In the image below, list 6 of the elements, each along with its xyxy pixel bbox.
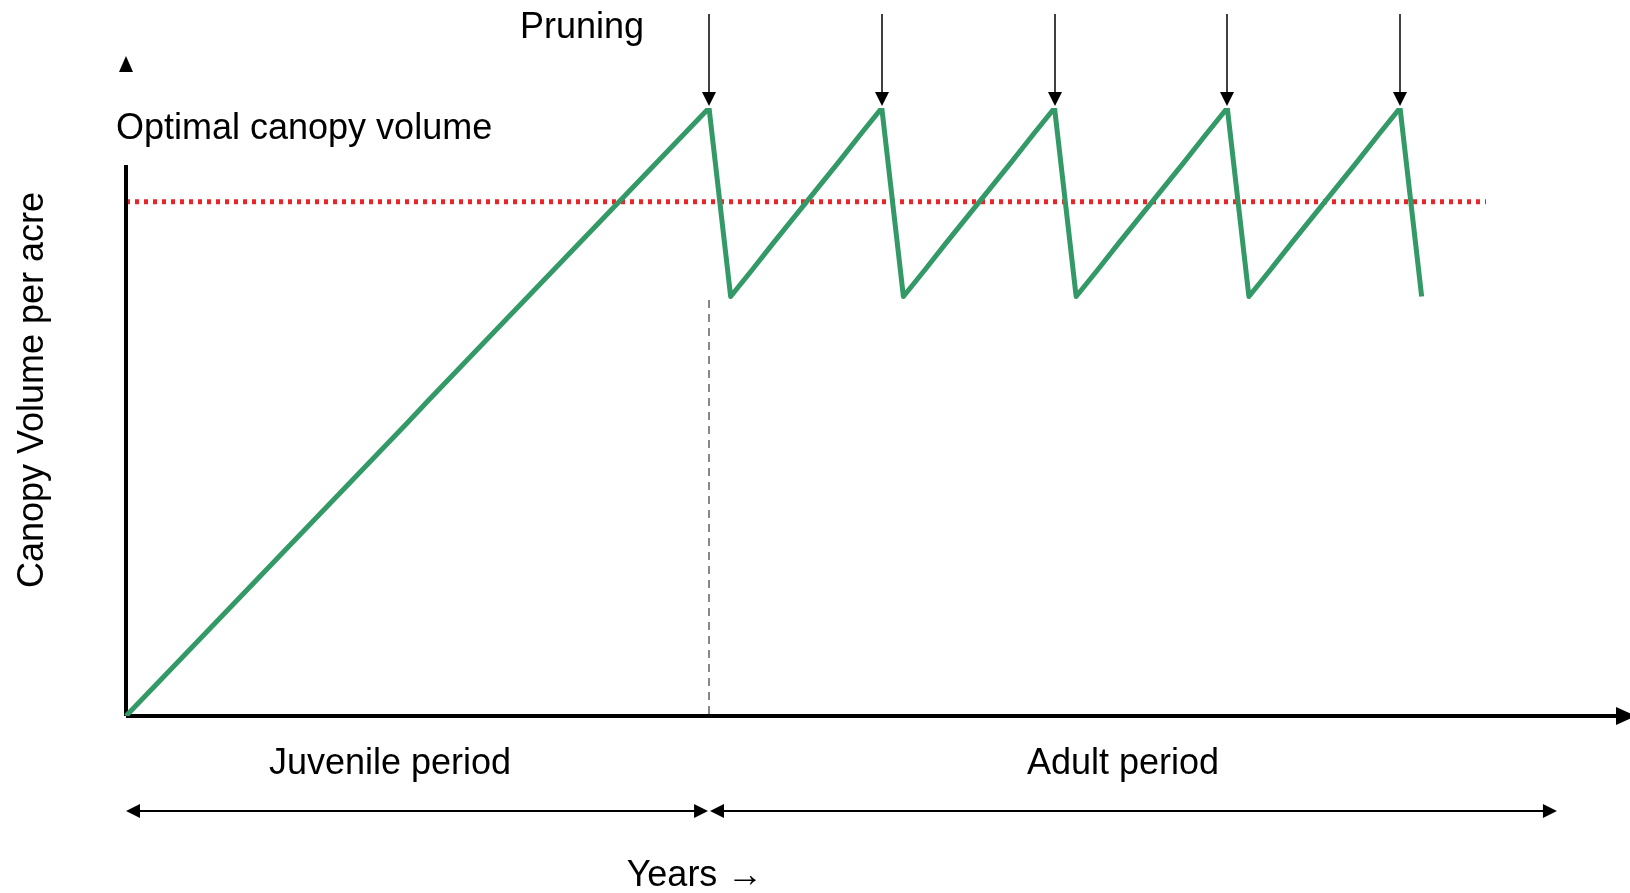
x-axis-title: Years → <box>626 853 764 893</box>
ref-line-label: Optimal canopy volume <box>116 105 493 147</box>
text: Juvenile period <box>268 741 512 783</box>
text: Adult period <box>1026 741 1220 783</box>
y-axis-title: Canopy Volume per acre <box>10 191 52 589</box>
text: Pruning <box>519 5 645 47</box>
